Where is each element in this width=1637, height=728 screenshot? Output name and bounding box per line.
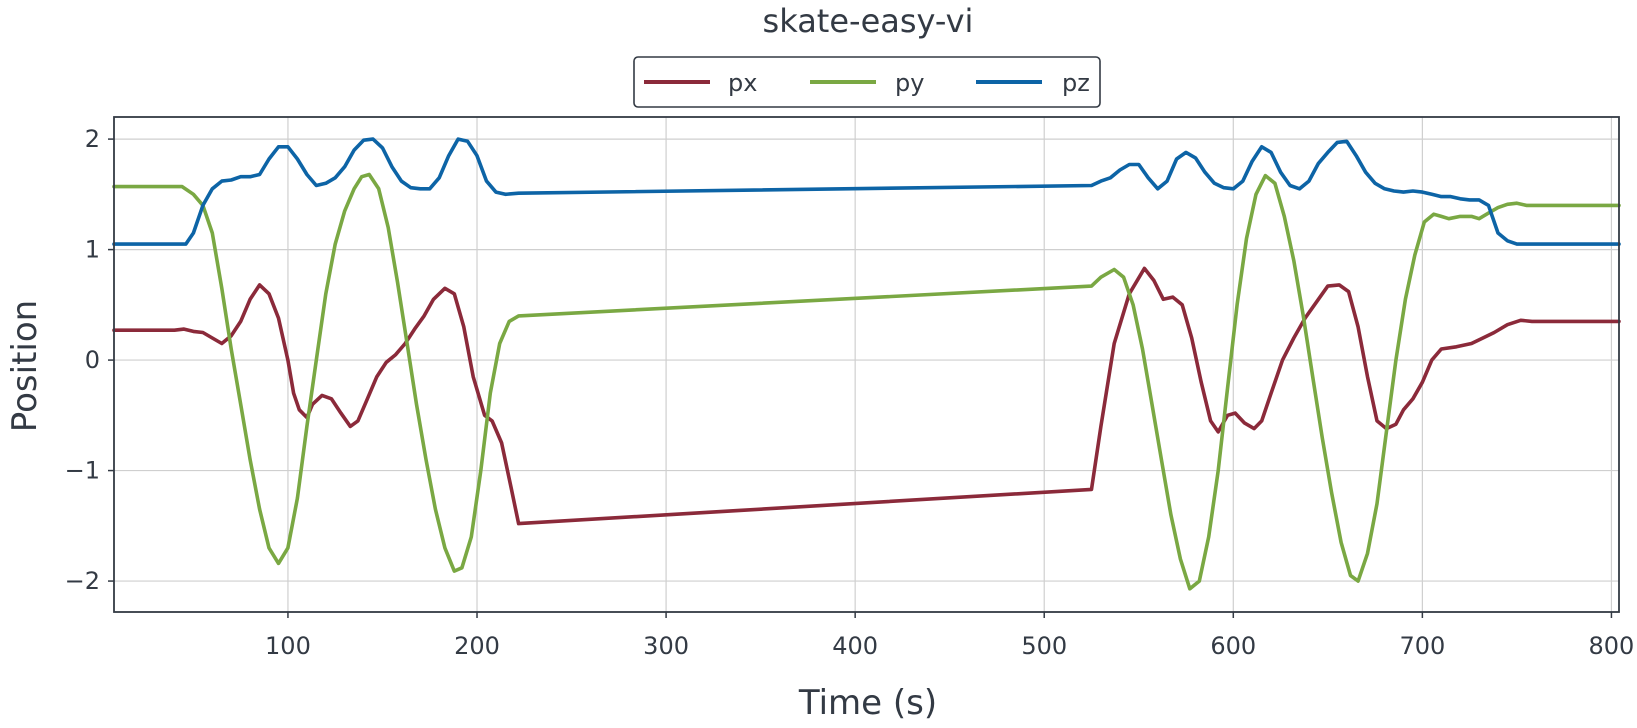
series-line-py	[112, 172, 1621, 591]
legend-label-py: py	[895, 69, 924, 97]
legend-label-px: px	[728, 69, 757, 97]
x-axis-ticks: 100 200 300 400 500 600 700 800	[265, 612, 1634, 660]
x-tick-label: 600	[1210, 632, 1256, 660]
y-tick-label: 2	[85, 125, 100, 153]
plot-frame	[113, 116, 1620, 613]
y-axis-ticks: 2 1 0 −1 −2	[65, 125, 114, 595]
grid	[114, 117, 1619, 612]
series-line-pz	[112, 137, 1621, 246]
y-tick-label: 0	[85, 346, 100, 374]
y-tick-label: −2	[65, 567, 100, 595]
chart-title: skate-easy-vi	[763, 2, 974, 40]
y-tick-label: −1	[65, 457, 100, 485]
x-tick-label: 400	[832, 632, 878, 660]
x-tick-label: 800	[1589, 632, 1635, 660]
series-layer	[112, 137, 1621, 591]
x-axis-title: Time (s)	[798, 683, 937, 723]
legend: px py pz	[633, 56, 1101, 108]
series-line-px	[112, 266, 1621, 526]
legend-label-pz: pz	[1062, 69, 1090, 97]
y-axis-title: Position	[5, 300, 45, 432]
y-tick-label: 1	[85, 236, 100, 264]
x-tick-label: 700	[1399, 632, 1445, 660]
x-tick-label: 500	[1021, 632, 1067, 660]
x-tick-label: 200	[454, 632, 500, 660]
x-tick-label: 300	[643, 632, 689, 660]
x-tick-label: 100	[265, 632, 311, 660]
